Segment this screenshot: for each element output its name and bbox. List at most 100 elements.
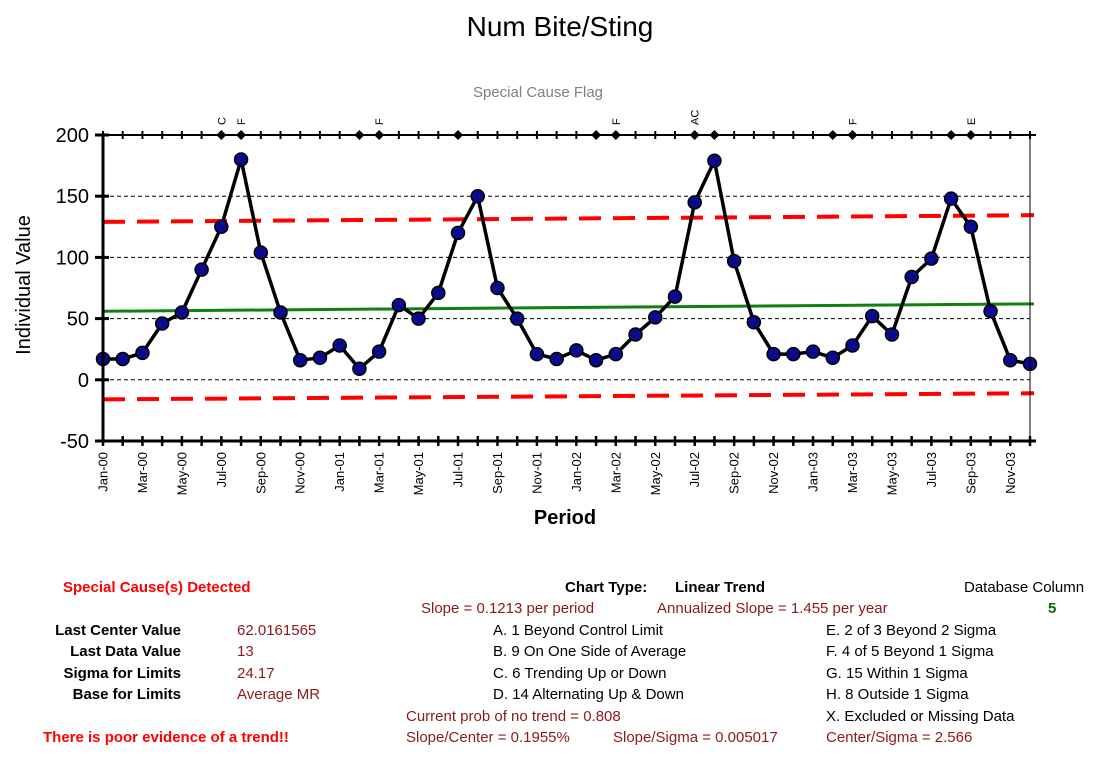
upper-control-limit: [102, 213, 1035, 224]
base-value: Average MR: [237, 686, 321, 703]
annualized-slope-text: Annualized Slope = 1.455 per year: [657, 600, 888, 617]
y-tick-label: 200: [56, 125, 89, 147]
data-point: [628, 327, 643, 342]
data-point: [884, 327, 900, 342]
grid-lines: [103, 195, 1030, 381]
y-tick-label: 50: [67, 309, 89, 331]
data-point: [648, 310, 663, 325]
data-point: [194, 262, 209, 277]
x-tick-label: May-01: [411, 452, 426, 495]
x-tick-label: Jan-02: [569, 452, 584, 492]
flag-label: F: [611, 118, 623, 125]
x-tick-label: Mar-00: [135, 452, 150, 493]
center-sigma: Center/Sigma = 2.566: [826, 729, 973, 746]
data-point: [233, 152, 249, 167]
data-point: [431, 285, 446, 301]
data-point: [864, 308, 880, 324]
data-point: [470, 188, 485, 204]
x-tick-label: Mar-01: [372, 452, 387, 493]
data-point: [509, 311, 525, 326]
data-point: [312, 350, 328, 366]
chart-title: Num Bite/Sting: [467, 11, 654, 42]
prob-no-trend: Current prob of no trend = 0.808: [406, 708, 621, 725]
data-point: [924, 251, 939, 266]
x-tick-label: Nov-03: [1003, 452, 1018, 494]
data-point: [371, 344, 387, 359]
lower-control-limit: [102, 391, 1035, 402]
data-point: [569, 343, 584, 358]
chart-type-value: Linear Trend: [675, 579, 766, 596]
y-tick-label: 0: [78, 370, 89, 392]
limit-lines: [102, 213, 1035, 402]
data-point: [687, 195, 702, 210]
flag-label: F: [374, 118, 386, 125]
data-point: [766, 346, 781, 362]
database-column-value: 5: [1048, 600, 1057, 617]
rule-e: E. 2 of 3 Beyond 2 Sigma: [826, 622, 997, 639]
slope-text: Slope = 0.1213 per period: [421, 600, 595, 617]
slope-center: Slope/Center = 0.1955%: [406, 729, 570, 746]
data-point: [726, 253, 742, 269]
center-line: [102, 302, 1035, 313]
data-point: [253, 245, 269, 260]
data-point: [963, 219, 979, 235]
last-data-value: 13: [237, 643, 254, 660]
base-label: Base for Limits: [72, 686, 181, 703]
data-point: [1003, 352, 1018, 368]
flag-label: F: [847, 118, 859, 125]
data-point: [292, 352, 308, 368]
last-data-label: Last Data Value: [70, 643, 181, 660]
database-column-label: Database Column: [964, 579, 1085, 596]
flag-label: C: [216, 117, 228, 125]
data-point: [746, 315, 762, 330]
x-tick-label: Jan-00: [96, 452, 111, 492]
flag-label: F: [236, 118, 248, 125]
data-point: [115, 351, 130, 367]
last-center-label: Last Center Value: [55, 622, 181, 639]
data-point: [608, 346, 624, 362]
x-tick-label: Sep-02: [727, 452, 742, 494]
x-tick-label: Sep-00: [253, 452, 268, 494]
data-point: [154, 316, 170, 331]
data-point: [174, 305, 190, 320]
x-tick-label: Jul-00: [214, 452, 229, 487]
data-point: [845, 338, 860, 353]
trend-evidence: There is poor evidence of a trend!!: [43, 729, 289, 746]
x-axis-label: Period: [534, 507, 596, 529]
data-point: [411, 311, 426, 326]
x-tick-label: May-03: [884, 452, 899, 495]
sigma-value: 24.17: [237, 665, 275, 682]
x-tick-label: Jul-03: [924, 452, 939, 487]
x-tick-label: Nov-02: [766, 452, 781, 494]
data-point: [805, 344, 821, 359]
chart-subtitle: Special Cause Flag: [473, 84, 603, 101]
x-tick-label: Mar-03: [845, 452, 860, 493]
x-tick-label: May-02: [648, 452, 663, 495]
x-tick-label: May-00: [174, 452, 189, 495]
flag-label: E: [966, 118, 978, 125]
rule-d: D. 14 Alternating Up & Down: [493, 686, 684, 703]
x-tick-label: Sep-03: [963, 452, 978, 494]
y-tick-label: 150: [56, 186, 89, 208]
y-tick-label: 100: [56, 247, 89, 269]
axes: 200 150 100 50 0 -50 Jan-00 Mar-00 May-00 Jul-00 S…: [56, 125, 1036, 495]
data-point: [490, 280, 505, 296]
y-axis-label: Individual Value: [13, 215, 35, 355]
data-point: [786, 346, 801, 362]
x-tick-label: Sep-01: [490, 452, 505, 494]
rule-b: B. 9 On One Side of Average: [493, 643, 687, 660]
x-tick-label: Jan-01: [332, 452, 347, 492]
control-chart: C F F F AC F E 200 150 100 50 0 -50 Jan-00 Mar-00 May-…: [13, 11, 1038, 529]
x-tick-label: Jul-01: [451, 452, 466, 487]
data-series: [95, 152, 1038, 377]
rule-g: G. 15 Within 1 Sigma: [826, 665, 968, 682]
data-point: [135, 345, 150, 361]
sigma-label: Sigma for Limits: [63, 665, 181, 682]
rule-h: H. 8 Outside 1 Sigma: [826, 686, 969, 703]
data-point: [391, 297, 407, 313]
x-tick-label: Mar-02: [608, 452, 623, 493]
data-point: [943, 191, 959, 206]
chart-type-label: Chart Type:: [565, 579, 648, 596]
data-point: [529, 346, 545, 362]
data-point: [707, 153, 722, 168]
